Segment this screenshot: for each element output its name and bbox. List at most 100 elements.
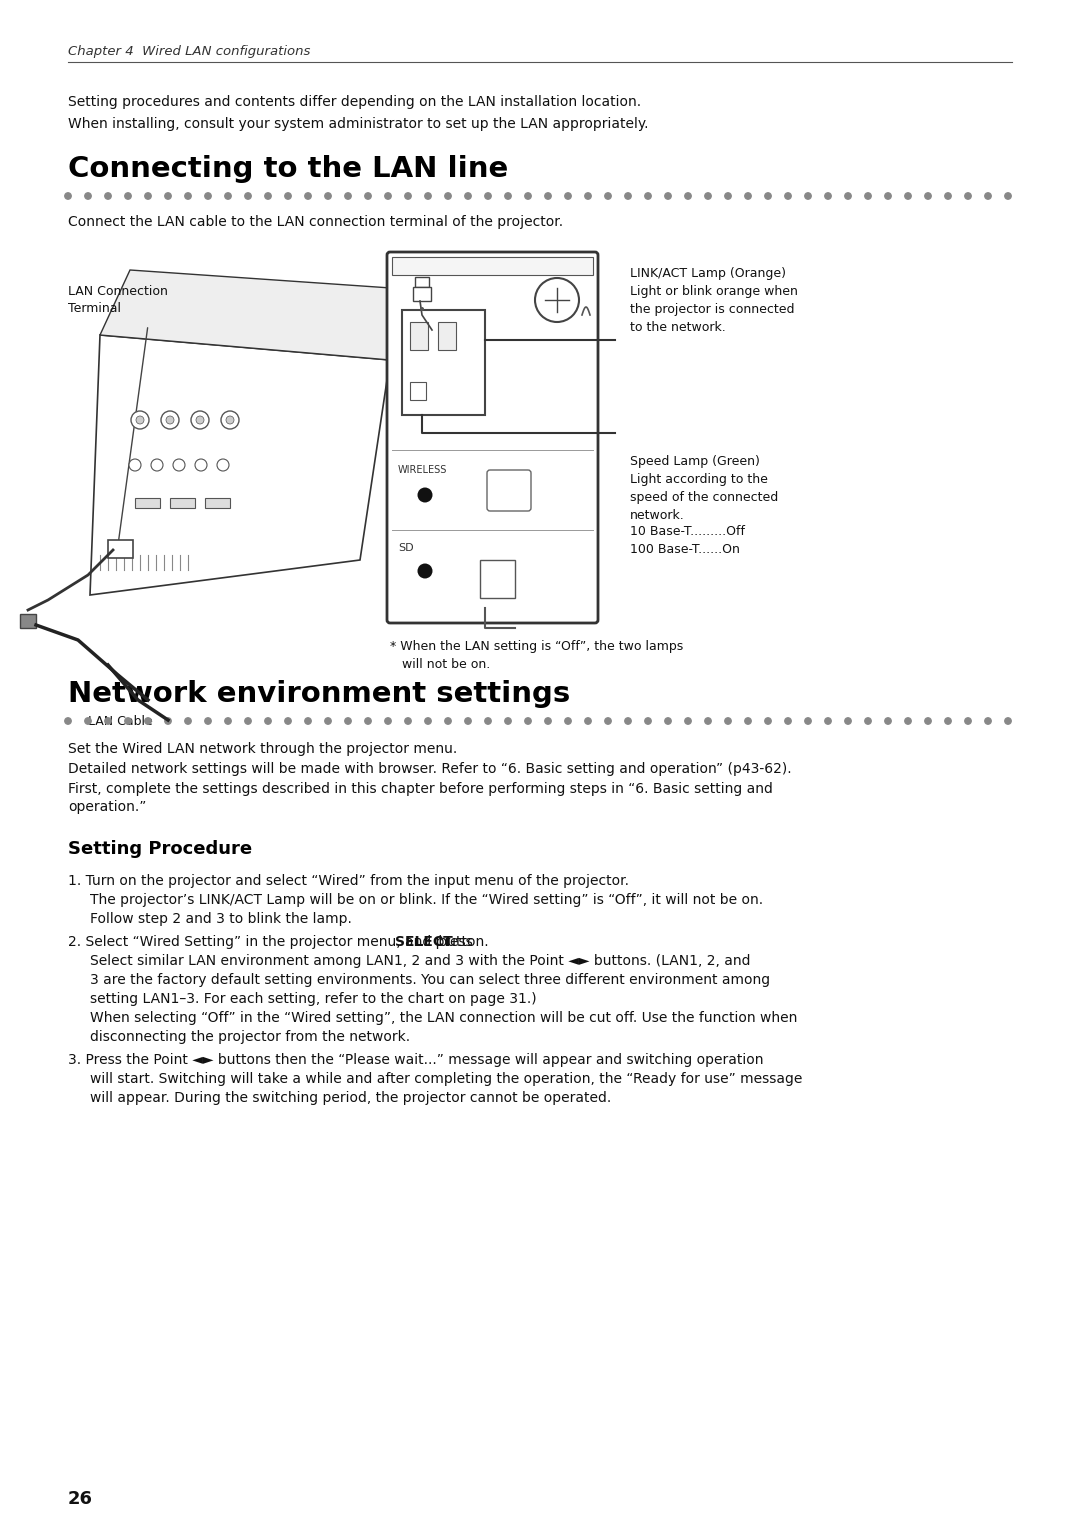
Text: network.: network. — [630, 508, 685, 522]
Text: Speed Lamp (Green): Speed Lamp (Green) — [630, 455, 760, 467]
Circle shape — [265, 718, 271, 724]
FancyBboxPatch shape — [438, 322, 456, 350]
Circle shape — [384, 192, 391, 199]
Text: Follow step 2 and 3 to blink the lamp.: Follow step 2 and 3 to blink the lamp. — [90, 912, 352, 925]
Circle shape — [645, 718, 651, 724]
Text: SD: SD — [399, 544, 414, 553]
Circle shape — [584, 192, 591, 199]
Text: 26: 26 — [68, 1490, 93, 1509]
Circle shape — [405, 192, 411, 199]
Text: 2. Select “Wired Setting” in the projector menu, and press: 2. Select “Wired Setting” in the project… — [68, 935, 477, 948]
FancyBboxPatch shape — [205, 498, 230, 508]
Circle shape — [924, 192, 931, 199]
Circle shape — [195, 460, 207, 470]
Circle shape — [535, 278, 579, 322]
Circle shape — [365, 718, 372, 724]
Circle shape — [1004, 718, 1011, 724]
FancyBboxPatch shape — [135, 498, 160, 508]
Circle shape — [785, 192, 792, 199]
Circle shape — [145, 192, 151, 199]
Circle shape — [445, 718, 451, 724]
Circle shape — [225, 192, 231, 199]
Circle shape — [445, 192, 451, 199]
Circle shape — [185, 718, 191, 724]
Text: setting LAN1–3. For each setting, refer to the chart on page 31.): setting LAN1–3. For each setting, refer … — [90, 993, 537, 1006]
FancyBboxPatch shape — [392, 257, 593, 275]
Circle shape — [504, 718, 511, 724]
Circle shape — [964, 718, 971, 724]
Circle shape — [785, 718, 792, 724]
Circle shape — [805, 192, 811, 199]
Circle shape — [125, 718, 131, 724]
FancyBboxPatch shape — [487, 470, 531, 512]
Circle shape — [420, 307, 424, 312]
Text: Network environment settings: Network environment settings — [68, 680, 570, 709]
Circle shape — [924, 718, 931, 724]
Text: Connecting to the LAN line: Connecting to the LAN line — [68, 156, 509, 183]
Circle shape — [345, 192, 351, 199]
Circle shape — [745, 192, 752, 199]
Text: Terminal: Terminal — [68, 302, 121, 315]
Polygon shape — [100, 270, 420, 360]
Circle shape — [685, 718, 691, 724]
Circle shape — [384, 718, 391, 724]
Circle shape — [525, 718, 531, 724]
Circle shape — [151, 460, 163, 470]
Circle shape — [605, 192, 611, 199]
Circle shape — [285, 718, 292, 724]
Circle shape — [685, 192, 691, 199]
Circle shape — [825, 718, 832, 724]
Circle shape — [185, 192, 191, 199]
Circle shape — [85, 192, 91, 199]
Circle shape — [565, 718, 571, 724]
Text: to the network.: to the network. — [630, 321, 726, 334]
Circle shape — [945, 192, 951, 199]
Circle shape — [525, 192, 531, 199]
Circle shape — [544, 718, 551, 724]
Circle shape — [765, 718, 771, 724]
Circle shape — [985, 192, 991, 199]
Text: LINK/ACT Lamp (Orange): LINK/ACT Lamp (Orange) — [630, 267, 786, 279]
Circle shape — [226, 415, 234, 425]
Circle shape — [705, 192, 712, 199]
Circle shape — [191, 411, 210, 429]
Text: disconnecting the projector from the network.: disconnecting the projector from the net… — [90, 1031, 410, 1044]
Circle shape — [245, 192, 252, 199]
Circle shape — [131, 411, 149, 429]
Circle shape — [65, 192, 71, 199]
FancyBboxPatch shape — [413, 287, 431, 301]
Circle shape — [265, 192, 271, 199]
Text: 3 are the factory default setting environments. You can select three different e: 3 are the factory default setting enviro… — [90, 973, 770, 986]
Circle shape — [418, 563, 432, 579]
Circle shape — [85, 718, 91, 724]
Circle shape — [165, 192, 172, 199]
FancyBboxPatch shape — [108, 541, 133, 557]
Circle shape — [665, 718, 671, 724]
Circle shape — [205, 192, 212, 199]
Circle shape — [725, 718, 731, 724]
Circle shape — [905, 718, 912, 724]
Circle shape — [504, 192, 511, 199]
FancyBboxPatch shape — [480, 560, 515, 599]
Circle shape — [665, 192, 671, 199]
Text: First, complete the settings described in this chapter before performing steps i: First, complete the settings described i… — [68, 782, 773, 796]
FancyBboxPatch shape — [170, 498, 195, 508]
Text: Chapter 4  Wired LAN configurations: Chapter 4 Wired LAN configurations — [68, 44, 310, 58]
Circle shape — [365, 192, 372, 199]
Text: SELECT: SELECT — [395, 935, 454, 948]
Text: WIRELESS: WIRELESS — [399, 466, 447, 475]
Circle shape — [145, 718, 151, 724]
Text: Set the Wired LAN network through the projector menu.: Set the Wired LAN network through the pr… — [68, 742, 457, 756]
FancyBboxPatch shape — [415, 276, 429, 287]
Circle shape — [129, 460, 141, 470]
Circle shape — [905, 192, 912, 199]
Circle shape — [165, 718, 172, 724]
Circle shape — [424, 718, 431, 724]
Circle shape — [125, 192, 131, 199]
Circle shape — [325, 192, 332, 199]
Circle shape — [544, 192, 551, 199]
Circle shape — [805, 718, 811, 724]
Circle shape — [645, 192, 651, 199]
Circle shape — [166, 415, 174, 425]
Polygon shape — [90, 334, 390, 596]
